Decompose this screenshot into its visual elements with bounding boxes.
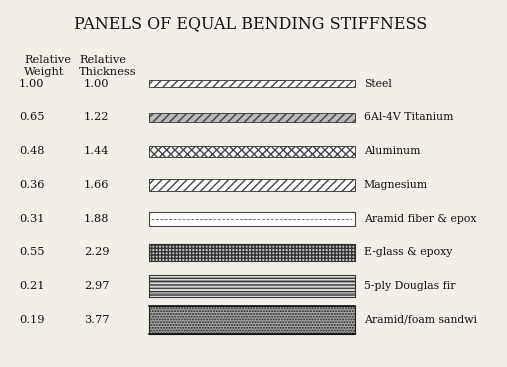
Text: Steel: Steel <box>364 79 391 89</box>
Text: 1.44: 1.44 <box>84 146 109 156</box>
Text: PANELS OF EQUAL BENDING STIFFNESS: PANELS OF EQUAL BENDING STIFFNESS <box>74 15 427 32</box>
Text: 1.66: 1.66 <box>84 180 109 190</box>
Text: 0.31: 0.31 <box>19 214 45 224</box>
Text: Aluminum: Aluminum <box>364 146 420 156</box>
Text: 6Al-4V Titanium: 6Al-4V Titanium <box>364 112 453 123</box>
Text: 0.36: 0.36 <box>19 180 45 190</box>
Text: Magnesium: Magnesium <box>364 180 428 190</box>
Text: Relative
Thickness: Relative Thickness <box>79 55 137 77</box>
Text: 0.55: 0.55 <box>19 247 45 257</box>
Text: 2.97: 2.97 <box>84 281 109 291</box>
Bar <box>149 244 355 261</box>
Text: 1.88: 1.88 <box>84 214 109 224</box>
Text: 1.00: 1.00 <box>19 79 45 89</box>
Text: 3.77: 3.77 <box>84 315 109 325</box>
Text: Aramid fiber & epox: Aramid fiber & epox <box>364 214 476 224</box>
Text: 2.29: 2.29 <box>84 247 109 257</box>
Text: 1.22: 1.22 <box>84 112 109 123</box>
Text: 5-ply Douglas fir: 5-ply Douglas fir <box>364 281 455 291</box>
Bar <box>149 212 355 226</box>
Bar <box>149 146 355 156</box>
Text: 0.48: 0.48 <box>19 146 45 156</box>
Text: 1.00: 1.00 <box>84 79 109 89</box>
Bar <box>149 113 355 122</box>
Bar <box>149 275 355 297</box>
Bar <box>149 80 355 87</box>
Text: Relative
Weight: Relative Weight <box>24 55 71 77</box>
Bar <box>149 179 355 191</box>
Text: 0.21: 0.21 <box>19 281 45 291</box>
Text: E-glass & epoxy: E-glass & epoxy <box>364 247 452 257</box>
Bar <box>149 306 355 334</box>
Text: 0.19: 0.19 <box>19 315 45 325</box>
Text: 0.65: 0.65 <box>19 112 45 123</box>
Text: Aramid/foam sandwi: Aramid/foam sandwi <box>364 315 477 325</box>
